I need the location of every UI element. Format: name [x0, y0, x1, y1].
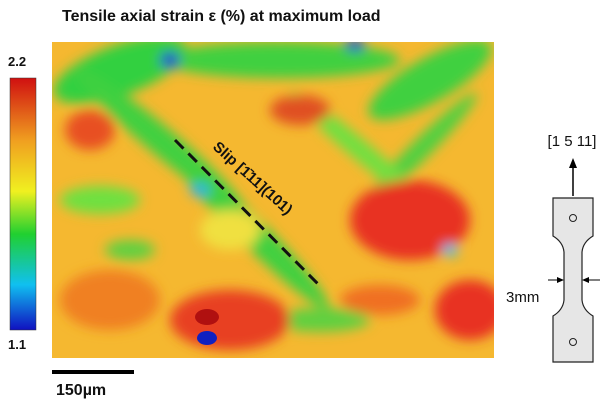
colorbar — [9, 77, 37, 331]
specimen — [552, 197, 594, 363]
title: Tensile axial strain ε (%) at maximum lo… — [62, 8, 381, 25]
scale-label: 150µm — [56, 382, 106, 399]
slip-trace — [173, 138, 324, 290]
colorbar-max: 2.2 — [8, 54, 26, 69]
load-direction: [1 5 11] — [548, 133, 597, 150]
strain-map: Slip [1̄11](101) — [52, 42, 494, 358]
width-label: 3mm — [506, 289, 539, 306]
colorbar-min: 1.1 — [8, 337, 26, 352]
